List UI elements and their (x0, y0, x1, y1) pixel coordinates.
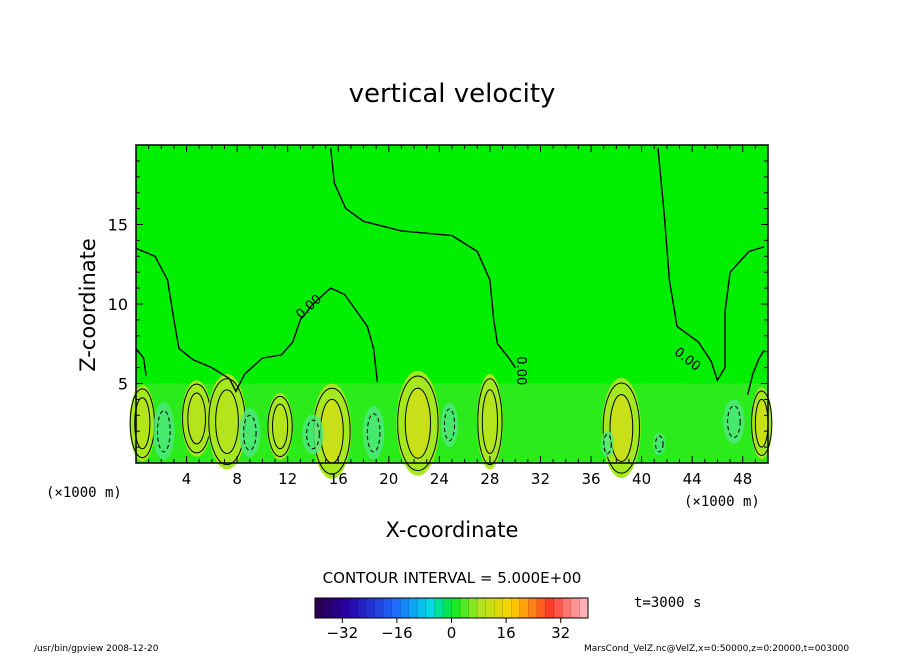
zero-contour (657, 148, 765, 382)
colorbar-tick-label: −16 (381, 624, 413, 642)
downdraft-cell-fill (302, 414, 324, 455)
downdraft-cell (655, 435, 664, 453)
x-tick-label: 24 (430, 470, 449, 488)
colorbar-swatch (485, 598, 495, 618)
downdraft-cell (242, 414, 257, 451)
contour-interval-label: CONTOUR INTERVAL = 5.000E+00 (323, 569, 582, 587)
colorbar-swatch (374, 598, 384, 618)
colorbar-swatch (442, 598, 452, 618)
x-tick-label: 28 (480, 470, 499, 488)
colorbar-swatch (494, 598, 504, 618)
x-tick-label: 48 (733, 470, 752, 488)
colorbar-swatch (519, 598, 529, 618)
colorbar-swatch (468, 598, 478, 618)
updraft-cell (187, 392, 207, 445)
colorbar-swatch (332, 598, 342, 618)
colorbar-swatch (391, 598, 401, 618)
downdraft-cell (727, 405, 741, 439)
colorbar-swatch (511, 598, 521, 618)
colorbar-swatch (315, 598, 325, 618)
zero-contour-cell (477, 378, 503, 466)
zero-contour (747, 349, 765, 395)
colorbar-swatch (570, 598, 580, 618)
colorbar-swatch (366, 598, 376, 618)
y-tick-label: 15 (108, 216, 128, 235)
colorbar-swatch (528, 598, 538, 618)
colorbar-tick-label: 32 (551, 624, 570, 642)
updraft-cell (272, 403, 289, 450)
x-unit-label: (×1000 m) (46, 485, 122, 501)
colorbar-swatch (536, 598, 546, 618)
y-tick-label: 5 (118, 375, 128, 394)
updraft-cell (481, 389, 499, 454)
colorbar-swatch (357, 598, 367, 618)
downdraft-cell (603, 433, 612, 454)
footer-right: MarsCond_VelZ.nc@VelZ,x=0:50000,z=0:2000… (584, 644, 849, 654)
x-unit-label-right: (×1000 m) (684, 494, 760, 510)
x-tick-label: 32 (531, 470, 550, 488)
zero-contour-cell (751, 390, 773, 456)
colorbar-swatch (383, 598, 393, 618)
x-tick-label: 20 (379, 470, 398, 488)
colorbar-swatch (408, 598, 418, 618)
zero-contour (330, 148, 516, 368)
colorbar-swatch (502, 598, 512, 618)
colorbar-swatch (562, 598, 572, 618)
zero-contour-cell (602, 382, 641, 474)
colorbar-swatch (434, 598, 444, 618)
downdraft-cell-fill (723, 399, 745, 444)
x-tick-label: 44 (683, 470, 702, 488)
zero-contour-cell (267, 395, 293, 457)
colorbar-swatch (545, 598, 555, 618)
colorbar-swatch (340, 598, 350, 618)
footer-left: /usr/bin/gpview 2008-12-20 (34, 644, 159, 654)
colorbar-swatch (349, 598, 359, 618)
updraft-cell (609, 394, 634, 462)
x-tick-label: 4 (182, 470, 192, 488)
colorbar-swatch (425, 598, 435, 618)
x-tick-label: 12 (278, 470, 297, 488)
colorbar-swatch (579, 598, 589, 618)
updraft-cell (404, 387, 432, 459)
updraft-cell (134, 397, 151, 450)
x-tick-label: 36 (581, 470, 600, 488)
downdraft-cell-fill (362, 406, 385, 460)
colorbar-swatch (323, 598, 333, 618)
colorbar-swatch (477, 598, 487, 618)
colorbar-swatch (460, 598, 470, 618)
colorbar-swatch (400, 598, 410, 618)
colorbar-tick-label: 16 (497, 624, 516, 642)
time-label: t=3000 s (634, 595, 701, 611)
downdraft-cell (443, 408, 456, 442)
updraft-cell (320, 398, 344, 464)
downdraft-cell (156, 410, 171, 453)
colorbar-swatch (451, 598, 461, 618)
x-tick-label: 16 (329, 470, 348, 488)
colorbar-swatch (417, 598, 427, 618)
updraft-cell (215, 389, 239, 454)
x-tick-label: 40 (632, 470, 651, 488)
chart-title: vertical velocity (349, 79, 556, 109)
downdraft-cell-fill (153, 402, 175, 461)
colorbar: −32 −16 0 16 32 (314, 597, 589, 642)
downdraft-cell (366, 413, 381, 453)
y-axis-label: Z-coordinate (76, 238, 100, 372)
colorbar-tick-label: 0 (447, 624, 457, 642)
plot-area: 0.000.00 0.00 4 8 12 16 20 24 28 32 36 40 44 48 5101… (108, 144, 773, 488)
downdraft-cell (306, 419, 320, 450)
x-axis-label: X-coordinate (386, 518, 519, 542)
updraft-cell (754, 398, 769, 448)
zero-contour-cell (397, 375, 439, 471)
contour-label: 0.00 (513, 356, 528, 385)
y-tick-label: 10 (108, 295, 128, 314)
zero-contour (135, 247, 379, 393)
colorbar-tick-label: −32 (326, 624, 358, 642)
downdraft-cell-fill (440, 402, 459, 448)
x-tick-label: 8 (232, 470, 242, 488)
colorbar-swatch (553, 598, 563, 618)
downdraft-cell-fill (239, 408, 261, 458)
